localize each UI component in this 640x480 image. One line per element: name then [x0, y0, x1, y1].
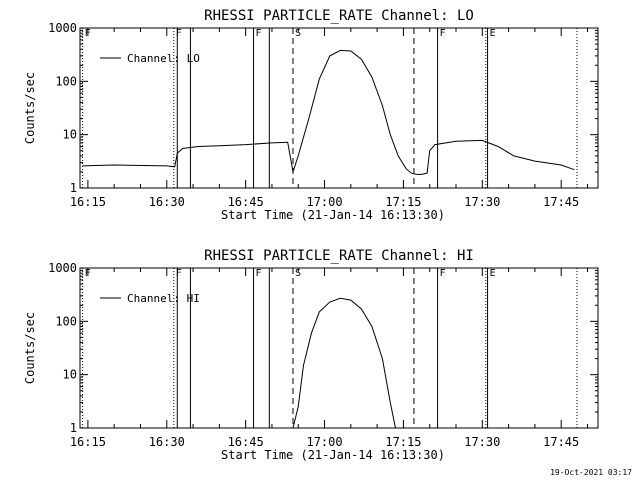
x-tick-label: 16:15 [70, 195, 106, 209]
y-axis-label: Counts/sec [23, 72, 37, 144]
x-axis-label: Start Time (21-Jan-14 16:13:30) [221, 448, 445, 462]
x-tick-label: 17:45 [543, 435, 579, 449]
x-tick-label: 16:15 [70, 435, 106, 449]
x-tick-label: 16:30 [149, 195, 185, 209]
timestamp-stamp: 19-Oct-2021 03:17 [550, 468, 632, 477]
flag-label: F [85, 28, 91, 39]
x-tick-label: 16:30 [149, 435, 185, 449]
y-tick-label: 100 [55, 74, 77, 88]
flag-label: F [85, 268, 91, 279]
flag-label: F [176, 28, 182, 39]
series-line [82, 49, 575, 175]
flag-label: E [490, 28, 496, 39]
x-tick-label: 16:45 [228, 435, 264, 449]
chart-title: RHESSI PARTICLE_RATE Channel: HI [204, 248, 474, 264]
y-tick-label: 1 [70, 181, 77, 195]
flag-label: F [256, 28, 262, 39]
y-axis-label: Counts/sec [23, 312, 37, 384]
flag-label: E [490, 268, 496, 279]
x-tick-label: 17:15 [385, 195, 421, 209]
y-tick-label: 10 [63, 128, 77, 142]
flag-label: F [440, 28, 446, 39]
x-tick-label: 17:00 [306, 435, 342, 449]
x-tick-label: 17:45 [543, 195, 579, 209]
x-axis-label: Start Time (21-Jan-14 16:13:30) [221, 208, 445, 222]
panel-lo: RHESSI PARTICLE_RATE Channel: LO 1 10 100 10… [23, 8, 599, 222]
y-tick-label: 10 [63, 368, 77, 382]
panel-hi: RHESSI PARTICLE_RATE Channel: HI 1 10 100 10… [23, 248, 599, 462]
y-tick-label: 1000 [48, 21, 77, 35]
y-tick-label: 100 [55, 314, 77, 328]
chart-title: RHESSI PARTICLE_RATE Channel: LO [204, 8, 474, 24]
flag-label: S [295, 268, 301, 279]
legend-label: Channel: LO [127, 52, 200, 65]
legend-label: Channel: HI [127, 292, 200, 305]
plot-frame [79, 267, 599, 429]
series-line [292, 297, 396, 429]
x-tick-label: 16:45 [228, 195, 264, 209]
flag-label: F [440, 268, 446, 279]
x-tick-label: 17:00 [306, 195, 342, 209]
plot-frame [79, 27, 599, 189]
flag-label: S [295, 28, 301, 39]
x-tick-label: 17:30 [464, 435, 500, 449]
flag-label: F [256, 268, 262, 279]
x-tick-label: 17:30 [464, 195, 500, 209]
flag-label: F [176, 268, 182, 279]
y-tick-label: 1 [70, 421, 77, 435]
y-tick-label: 1000 [48, 261, 77, 275]
x-tick-label: 17:15 [385, 435, 421, 449]
